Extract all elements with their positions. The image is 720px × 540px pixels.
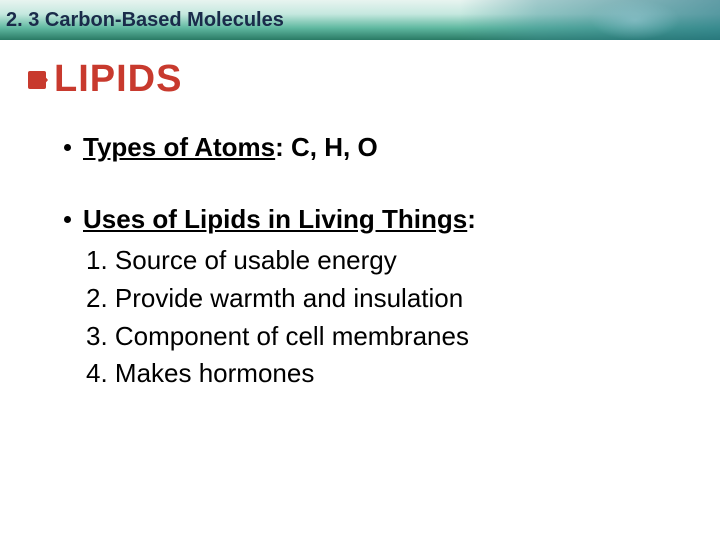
list-item: Types of Atoms: C, H, O bbox=[64, 129, 692, 167]
uses-suffix: : bbox=[467, 204, 476, 234]
numbered-item: 4. Makes hormones bbox=[64, 355, 692, 393]
atoms-value: : C, H, O bbox=[275, 132, 378, 162]
chapter-title: 2. 3 Carbon-Based Molecules bbox=[6, 9, 284, 32]
numbered-item: 3. Component of cell membranes bbox=[64, 318, 692, 356]
numbered-item: 1. Source of usable energy bbox=[64, 242, 692, 280]
title-row: LIPIDS bbox=[28, 58, 692, 101]
header-bar: 2. 3 Carbon-Based Molecules bbox=[0, 0, 720, 40]
slide-title: LIPIDS bbox=[54, 58, 182, 101]
header-decor-blob bbox=[590, 0, 680, 40]
numbered-item: 2. Provide warmth and insulation bbox=[64, 280, 692, 318]
bullet-dot-icon bbox=[64, 144, 71, 151]
spacer bbox=[64, 171, 692, 201]
atoms-line: Types of Atoms: C, H, O bbox=[83, 129, 378, 167]
bullet-dot-icon bbox=[64, 216, 71, 223]
title-bullet-icon bbox=[28, 71, 46, 89]
list-item: Uses of Lipids in Living Things: bbox=[64, 201, 692, 239]
uses-line: Uses of Lipids in Living Things: bbox=[83, 201, 476, 239]
uses-label: Uses of Lipids in Living Things bbox=[83, 204, 467, 234]
slide-content: LIPIDS Types of Atoms: C, H, O Uses of L… bbox=[0, 40, 720, 393]
atoms-label: Types of Atoms bbox=[83, 132, 275, 162]
body-list: Types of Atoms: C, H, O Uses of Lipids i… bbox=[28, 129, 692, 393]
